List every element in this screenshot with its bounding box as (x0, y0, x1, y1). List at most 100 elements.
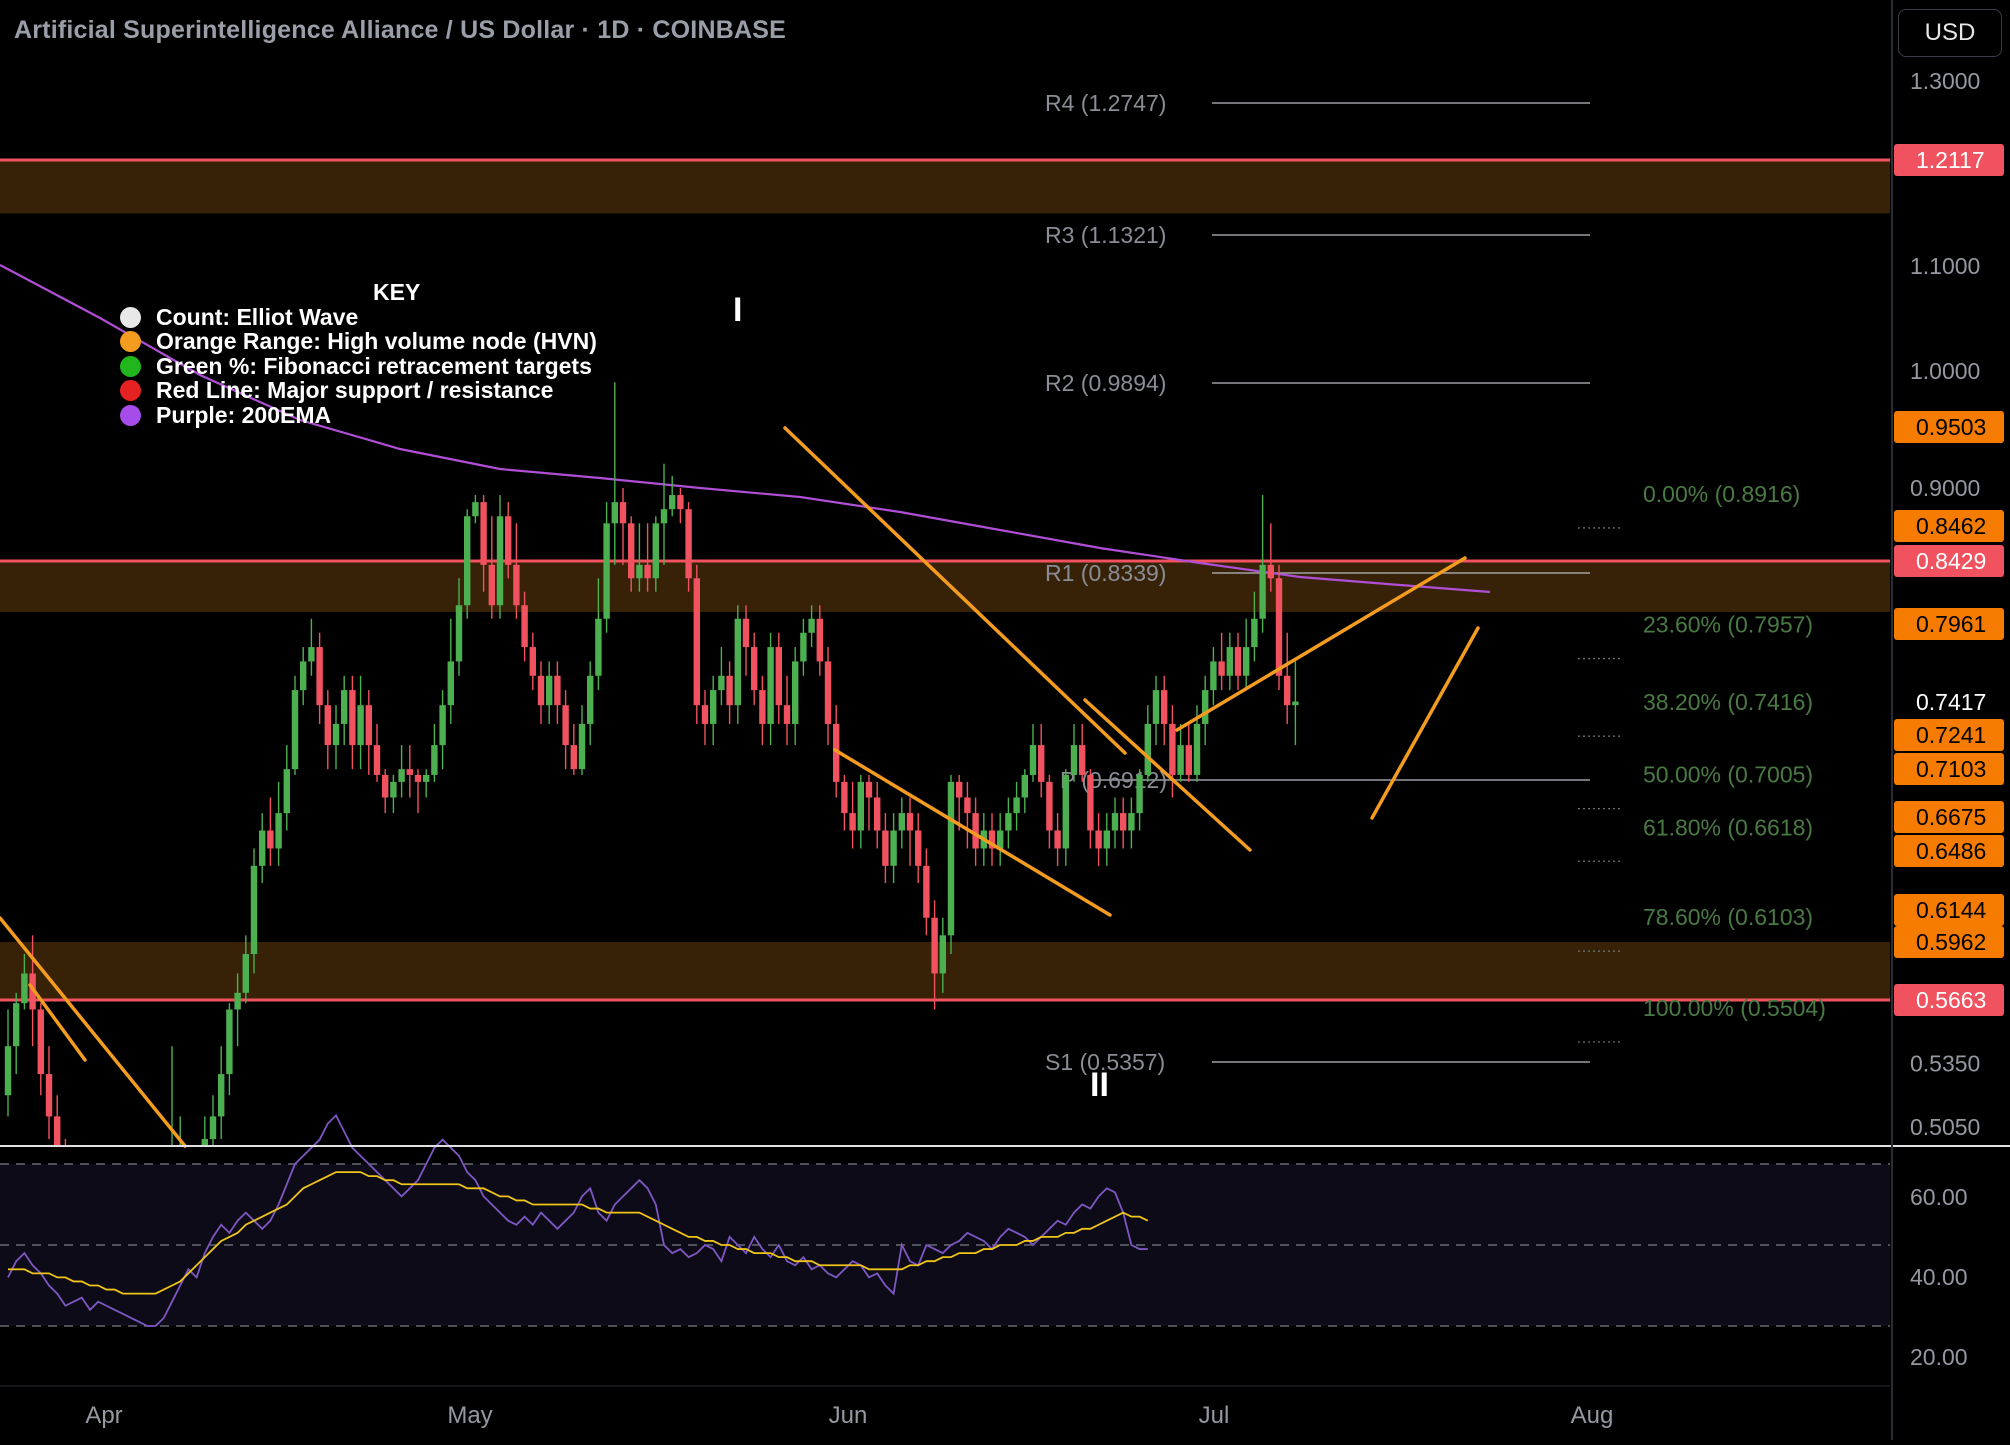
price-tag-label: 1.2117 (1916, 147, 1985, 173)
trendline (1370, 626, 1480, 820)
candle-body (775, 647, 782, 706)
candle-body (521, 605, 528, 648)
price-tag-bg (1894, 926, 2004, 958)
candle-body (406, 769, 413, 775)
candle-body (906, 813, 914, 831)
wave-labels: III (733, 291, 1109, 1104)
time-tick-label: Jul (1199, 1402, 1230, 1429)
candle-body (1193, 723, 1201, 775)
rsi-tick-label: 20.00 (1910, 1344, 1968, 1370)
candle-body (997, 830, 1004, 849)
price-tag-label: 0.7103 (1916, 756, 1986, 782)
time-axis[interactable]: Apr May Jun Jul Aug (85, 1402, 1613, 1429)
candle-body (939, 935, 946, 974)
candle-body (209, 1116, 217, 1140)
price-tag-label: 0.8429 (1916, 548, 1986, 574)
key-item-hvn: Orange Range: High volume node (HVN) (118, 329, 597, 354)
candle-body (628, 523, 635, 579)
price-tag-label: 0.8462 (1916, 513, 1986, 539)
candle-body (611, 502, 618, 524)
candle-body (931, 917, 938, 974)
candle-body (1185, 745, 1192, 775)
pivot-label: R1 (0.8339) (1045, 560, 1166, 586)
candle-body (595, 618, 602, 676)
wave-label-i: I (733, 291, 742, 329)
fib-label: 78.60% (0.6103) (1643, 904, 1813, 930)
candle-body (136, 1356, 142, 1380)
candle-body (1144, 723, 1151, 775)
candle-body (1243, 647, 1250, 676)
candle-body (554, 675, 561, 706)
candle-body (693, 578, 700, 706)
candle-body (800, 632, 807, 662)
candle-body (669, 495, 676, 510)
candle-body (45, 1074, 53, 1117)
candle-body (587, 675, 594, 724)
candle-body (267, 830, 274, 849)
price-tick-label: 1.1000 (1910, 253, 1980, 279)
price-tag: 0.9503 (1894, 411, 2004, 443)
trendline (0, 916, 187, 1148)
candle-body (619, 502, 627, 524)
candle-body (128, 1380, 134, 1405)
candle-body (332, 723, 340, 746)
price-tag: 0.7961 (1894, 608, 2004, 640)
candle-body (259, 830, 266, 866)
candle-body (144, 1356, 150, 1380)
ema200-line (0, 264, 1491, 594)
fib-label: 50.00% (0.7005) (1643, 762, 1813, 788)
candle-body (808, 618, 815, 633)
price-tag-bg (1894, 510, 2004, 542)
candle-body (857, 781, 864, 831)
candle-body (537, 675, 545, 706)
candle-body (234, 992, 241, 1010)
pivot-label: R3 (1.1321) (1045, 222, 1166, 248)
candle-body (4, 1046, 12, 1096)
price-tag: 0.7417 (1916, 689, 1986, 715)
price-tick-label: 1.0000 (1910, 358, 1980, 384)
candle-body (1161, 690, 1168, 724)
green-dot-icon (120, 355, 141, 377)
candle-body (201, 1139, 208, 1146)
currency-button[interactable]: USD (1898, 9, 2002, 57)
candle-body (291, 690, 299, 770)
candle-body (283, 769, 290, 814)
candle-body (464, 516, 471, 606)
candle-body (308, 647, 315, 662)
candles (4, 382, 1299, 1405)
candle-body (316, 647, 323, 706)
pivot-label: S1 (0.5357) (1045, 1049, 1165, 1075)
candle-body (480, 502, 487, 565)
candle-body (685, 509, 692, 579)
price-tag: 0.7241 (1894, 719, 2004, 751)
support-resistance-lines (0, 158, 1890, 1002)
fibonacci-levels: 0.00% (0.8916) 23.60% (0.7957) 38.20% (0.7… (1578, 481, 1826, 1043)
price-tag-label: 0.7417 (1916, 689, 1986, 715)
time-tick-label: Aug (1571, 1402, 1614, 1429)
trendline (28, 983, 87, 1062)
candle-body (324, 705, 331, 746)
candle-body (1038, 745, 1045, 782)
purple-dot-icon (120, 404, 141, 426)
fib-label: 0.00% (0.8916) (1643, 481, 1800, 507)
hvn-zone (0, 561, 1890, 612)
price-tag-label: 0.7241 (1916, 722, 1986, 748)
candle-body (1169, 723, 1176, 775)
candle-body (1029, 745, 1037, 775)
candle-body (841, 781, 848, 814)
candle-body (1087, 774, 1094, 831)
candle-body (414, 774, 422, 782)
candle-body (824, 661, 832, 724)
candle-body (365, 705, 372, 746)
candle-body (226, 1009, 233, 1075)
candle-body (956, 781, 963, 798)
candle-body (431, 745, 438, 775)
rsi-pane (0, 1113, 1890, 1387)
candle-body (439, 705, 446, 746)
price-tag-bg (1894, 894, 2004, 926)
candle-body (865, 781, 873, 798)
trendline (783, 426, 1127, 755)
candle-body (152, 1356, 158, 1380)
